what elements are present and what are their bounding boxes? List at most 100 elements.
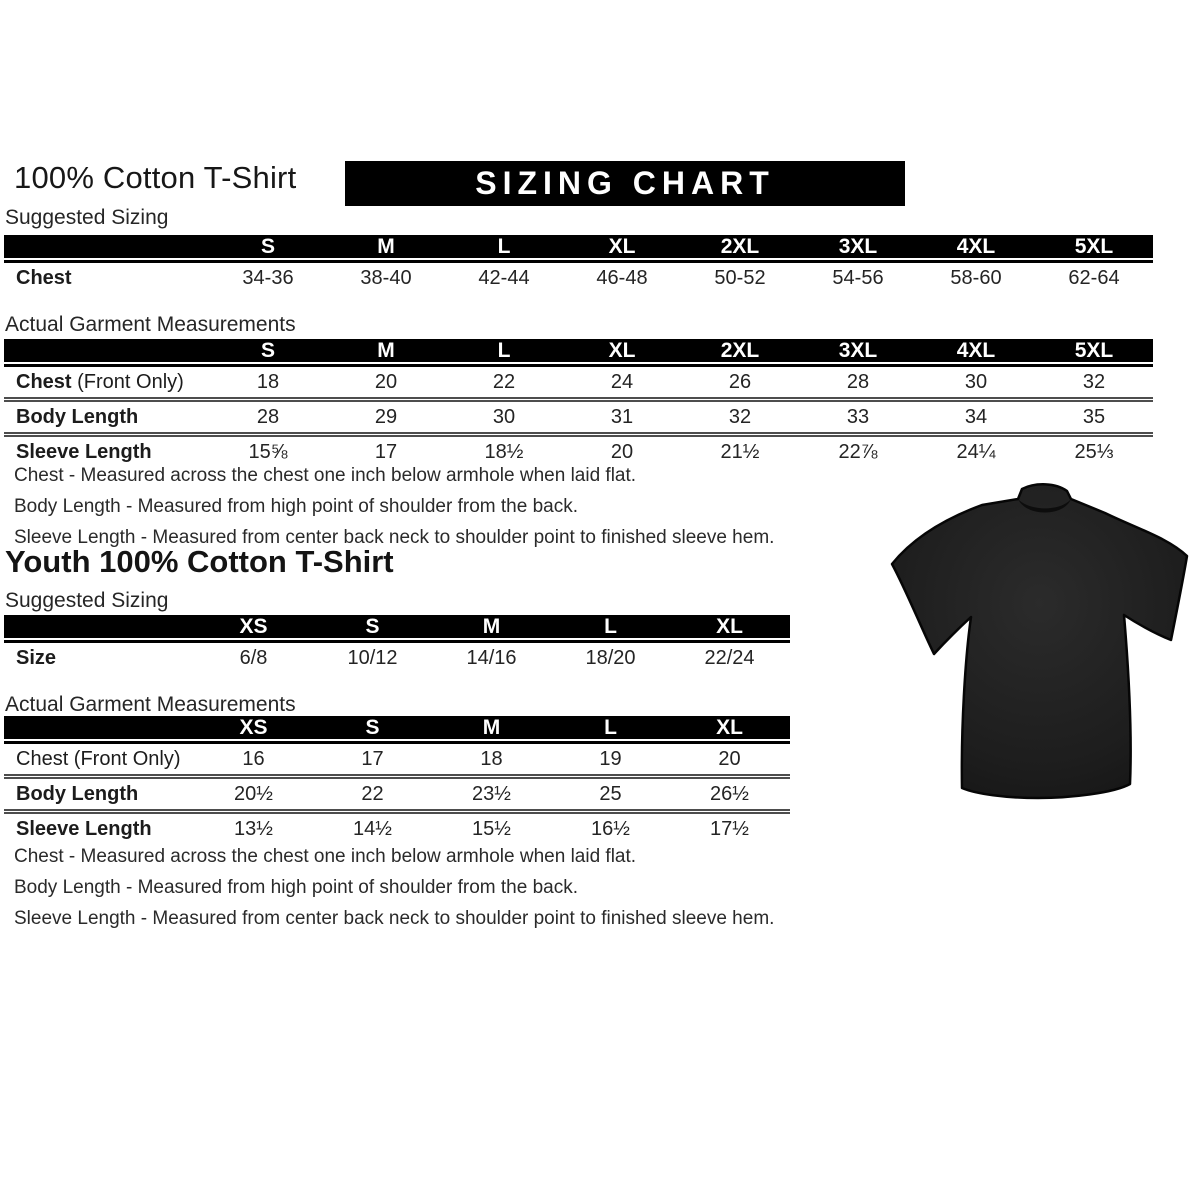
table-cell: 20 (610, 440, 634, 463)
table-cell: 42-44 (478, 266, 530, 289)
table-cell: 22 (492, 370, 516, 393)
size-column-header: S (260, 339, 275, 362)
table-cell: 34-36 (242, 266, 294, 289)
table-header-row: XS S M L XL (4, 716, 790, 741)
note-chest: Chest - Measured across the chest one in… (14, 846, 637, 867)
table-cell: 18½ (484, 440, 524, 463)
table-cell: 20 (374, 370, 398, 393)
table-cell: 25 (599, 782, 622, 805)
size-column-header: L (604, 615, 617, 638)
row-label: Chest (16, 266, 72, 289)
note-body-length: Body Length - Measured from high point o… (14, 496, 578, 517)
sizing-chart-banner-text: SIZING CHART (475, 165, 775, 201)
table-cell: 21½ (720, 440, 760, 463)
table-cell: 54-56 (832, 266, 884, 289)
table-cell: 24¼ (956, 440, 996, 463)
row-label: Sleeve Length (16, 440, 152, 463)
size-column-header: 5XL (1074, 339, 1114, 362)
table-header-row: XS S M L XL (4, 615, 790, 640)
size-column-header: XS (239, 716, 268, 739)
note-body-length: Body Length - Measured from high point o… (14, 877, 578, 898)
header-underline (4, 640, 790, 643)
row-label: Body Length (16, 405, 139, 428)
size-column-header: XL (608, 339, 636, 362)
size-column-header: 2XL (720, 339, 760, 362)
row-label: Body Length (16, 782, 139, 805)
table-cell: 50-52 (714, 266, 766, 289)
table-cell: 29 (374, 405, 398, 428)
table-cell: 28 (846, 370, 870, 393)
table-row: Chest 34-36 38-40 42-44 46-48 50-52 54-56 58-60… (4, 263, 1153, 293)
youth-actual-measurements-table: XS S M L XL Chest (Front Only) 16 17 18 19 20 Body … (4, 716, 790, 844)
table-cell: 6/8 (239, 646, 268, 669)
table-cell: 38-40 (360, 266, 412, 289)
row-label: Sleeve Length (16, 817, 152, 840)
table-cell: 17 (374, 440, 398, 463)
size-column-header: XS (239, 615, 268, 638)
youth-actual-measurements-label: Actual Garment Measurements (5, 693, 296, 716)
size-column-header: M (482, 615, 501, 638)
table-cell: 32 (1082, 370, 1106, 393)
size-column-header: 3XL (838, 235, 878, 258)
size-column-header: 5XL (1074, 235, 1114, 258)
table-cell: 16 (242, 747, 265, 770)
table-cell: 10/12 (347, 646, 398, 669)
table-cell: 15⅝ (248, 440, 288, 463)
table-cell: 18 (256, 370, 280, 393)
adult-section-title: 100% Cotton T-Shirt (14, 160, 297, 195)
table-cell: 34 (964, 405, 988, 428)
table-cell: 30 (964, 370, 988, 393)
table-header-row: S M L XL 2XL 3XL 4XL 5XL (4, 339, 1153, 364)
row-label: Chest (Front Only) (16, 370, 184, 393)
sizing-chart-banner: SIZING CHART (345, 161, 905, 206)
adult-actual-measurements-table: S M L XL 2XL 3XL 4XL 5XL Chest (Front Only) 18 20 2… (4, 339, 1153, 467)
black-tshirt-image (890, 483, 1189, 800)
table-cell: 33 (846, 405, 870, 428)
row-separator (4, 774, 790, 779)
table-cell: 23½ (472, 782, 511, 805)
size-column-header: XL (716, 716, 743, 739)
table-cell: 16½ (591, 817, 630, 840)
size-column-header: S (260, 235, 275, 258)
table-row: Body Length 20½ 22 23½ 25 26½ (4, 779, 790, 809)
table-cell: 32 (728, 405, 752, 428)
size-column-header: XL (608, 235, 636, 258)
size-column-header: M (482, 716, 501, 739)
table-cell: 17 (361, 747, 384, 770)
size-column-header: XL (716, 615, 743, 638)
size-column-header: 2XL (720, 235, 760, 258)
tshirt-collar (1018, 499, 1071, 513)
youth-suggested-sizing-table: XS S M L XL Size 6/8 10/12 14/16 18/20 22/24 (4, 615, 790, 673)
table-cell: 46-48 (596, 266, 648, 289)
adult-suggested-sizing-table: S M L XL 2XL 3XL 4XL 5XL Chest 34-36 38-40 42-44 46-… (4, 235, 1153, 293)
table-cell: 17½ (710, 817, 749, 840)
table-cell: 20 (718, 747, 741, 770)
table-cell: 22 (361, 782, 384, 805)
header-underline (4, 364, 1153, 367)
table-cell: 13½ (234, 817, 273, 840)
size-column-header: L (604, 716, 617, 739)
table-cell: 30 (492, 405, 516, 428)
table-row: Body Length 28 29 30 31 32 33 34 35 (4, 402, 1153, 432)
table-row: Chest (Front Only) 18 20 22 24 26 28 30 32 (4, 367, 1153, 397)
note-chest: Chest - Measured across the chest one in… (14, 465, 637, 486)
table-cell: 26 (728, 370, 752, 393)
youth-suggested-sizing-label: Suggested Sizing (5, 589, 169, 612)
table-cell: 58-60 (950, 266, 1002, 289)
table-cell: 15½ (472, 817, 511, 840)
table-cell: 19 (599, 747, 622, 770)
table-row: Sleeve Length 15⅝ 17 18½ 20 21½ 22⅞ 24¼ 25⅓ (4, 437, 1153, 467)
table-cell: 25⅓ (1074, 440, 1114, 463)
size-column-header: S (365, 615, 380, 638)
table-cell: 62-64 (1068, 266, 1120, 289)
table-cell: 24 (610, 370, 634, 393)
tshirt-body (890, 483, 1189, 800)
size-column-header: 4XL (956, 339, 996, 362)
note-sleeve-length: Sleeve Length - Measured from center bac… (14, 908, 775, 929)
table-row: Sleeve Length 13½ 14½ 15½ 16½ 17½ (4, 814, 790, 844)
note-sleeve-length: Sleeve Length - Measured from center bac… (14, 527, 775, 548)
size-column-header: M (377, 339, 395, 362)
row-separator (4, 809, 790, 814)
youth-section-title: Youth 100% Cotton T-Shirt (5, 544, 394, 579)
table-cell: 14/16 (466, 646, 517, 669)
